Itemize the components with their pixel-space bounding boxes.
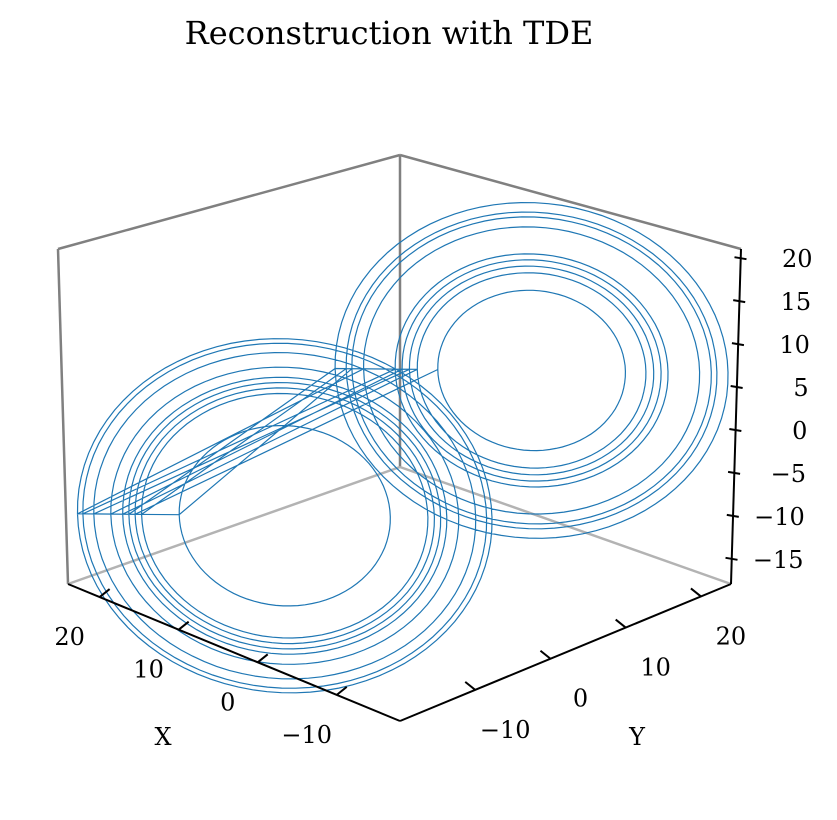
x-tick-mark (257, 653, 269, 664)
z-tick-mark (731, 342, 745, 347)
pane-edge-left-vertical (56, 248, 70, 585)
z-tick-label: −10 (754, 503, 805, 531)
z-tick-mark (726, 513, 739, 518)
z-tick-mark (727, 470, 741, 475)
z-tick-mark (725, 556, 738, 561)
y-tick-mark (690, 587, 702, 598)
y-axis-line (399, 583, 732, 722)
z-tick-label: 20 (782, 245, 813, 273)
x-axis-label: X (154, 723, 171, 751)
y-tick-label: 0 (573, 685, 588, 713)
trajectory-series (76, 201, 729, 694)
x-tick-label: −10 (281, 721, 332, 749)
axis-lines (67, 248, 742, 722)
x-tick-label: 0 (220, 688, 235, 716)
floor-edge-right (399, 465, 732, 586)
y-tick-mark (464, 681, 476, 691)
x-tick-label: 20 (54, 623, 85, 651)
y-axis-label: Y (628, 723, 646, 751)
axes-panes (56, 153, 742, 586)
series-line (76, 201, 729, 694)
z-tick-mark (730, 385, 743, 390)
pane-edge-back-left-top (57, 153, 401, 251)
z-tick-label: −15 (753, 546, 804, 574)
x-tick-mark (336, 686, 348, 696)
y-tick-mark (615, 618, 627, 629)
floor-edge-left (67, 465, 401, 586)
z-tick-mark (733, 299, 746, 304)
z-tick-mark (729, 427, 742, 432)
z-tick-label: 10 (779, 331, 810, 359)
z-tick-label: 0 (792, 417, 807, 445)
x-tick-mark (98, 588, 111, 598)
x-tick-label: 10 (133, 656, 164, 684)
x-axis-line (67, 583, 401, 722)
z-tick-mark (734, 256, 747, 261)
z-axis-line (730, 248, 742, 585)
z-tick-label: 5 (793, 374, 808, 402)
x-tick-mark (178, 620, 190, 631)
ticks-group: 20 10 0 −10 −10 0 10 20 20 15 10 5 0 −5 −10 −15 (54, 245, 812, 749)
pane-edge-back-right-top (399, 153, 742, 251)
z-tick-label: −5 (771, 460, 806, 488)
y-tick-mark (539, 649, 552, 660)
y-tick-label: 10 (640, 654, 671, 682)
y-tick-label: 20 (716, 622, 747, 650)
z-tick-label: 15 (781, 288, 812, 316)
y-tick-label: −10 (480, 716, 531, 744)
chart-title: Reconstruction with TDE (185, 14, 594, 52)
